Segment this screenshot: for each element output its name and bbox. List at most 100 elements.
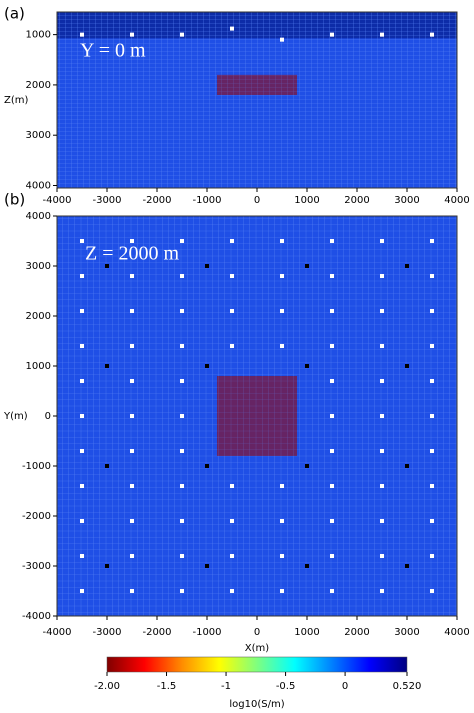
receiver (105, 364, 109, 368)
receiver (380, 554, 384, 558)
receiver (180, 484, 184, 488)
anomaly-mesh (217, 376, 297, 456)
colorbar-tick-label: 0 (342, 681, 348, 692)
receiver (430, 239, 434, 243)
x-axis-label: X(m) (245, 643, 269, 654)
receiver (330, 449, 334, 453)
receiver (330, 589, 334, 593)
receiver (430, 554, 434, 558)
receiver (430, 519, 434, 523)
receiver (280, 589, 284, 593)
receiver (80, 414, 84, 418)
y-tick-label: 3000 (26, 261, 51, 272)
receiver (405, 364, 409, 368)
receiver (330, 309, 334, 313)
receiver (130, 554, 134, 558)
receiver (430, 379, 434, 383)
x-tick-label: -3000 (92, 195, 121, 206)
panel-label: (b) (4, 191, 25, 209)
receiver (130, 414, 134, 418)
receiver (280, 239, 284, 243)
receiver (230, 274, 234, 278)
receiver (180, 554, 184, 558)
x-tick-label: 4000 (444, 627, 469, 638)
x-tick-label: -4000 (42, 195, 71, 206)
receiver (430, 32, 434, 37)
receiver (330, 274, 334, 278)
receiver (280, 554, 284, 558)
receiver (430, 589, 434, 593)
receiver (430, 449, 434, 453)
receiver (130, 379, 134, 383)
colorbar-tick-label: 0.520 (393, 681, 422, 692)
receiver (430, 484, 434, 488)
receiver (330, 379, 334, 383)
receiver (130, 274, 134, 278)
colorbar-label: log10(S/m) (229, 699, 284, 710)
y-tick-label: 1000 (26, 361, 51, 372)
annotation: Z = 2000 m (85, 243, 179, 265)
x-tick-label: 1000 (294, 195, 319, 206)
receiver (180, 32, 184, 37)
receiver (180, 414, 184, 418)
receiver (380, 344, 384, 348)
receiver (230, 309, 234, 313)
y-tick-label: -1000 (22, 461, 51, 472)
receiver (205, 464, 209, 468)
y-tick-label: -4000 (22, 611, 51, 622)
receiver (430, 414, 434, 418)
receiver (230, 484, 234, 488)
receiver (130, 449, 134, 453)
receiver (405, 464, 409, 468)
receiver (130, 32, 134, 37)
receiver (380, 309, 384, 313)
receiver (430, 344, 434, 348)
receiver (305, 364, 309, 368)
y-axis-label: Y(m) (3, 411, 28, 422)
receiver (105, 564, 109, 568)
receiver (380, 449, 384, 453)
receiver (130, 309, 134, 313)
receiver (380, 589, 384, 593)
receiver (80, 344, 84, 348)
y-tick-label: 1000 (26, 30, 51, 41)
y-tick-label: 3000 (26, 130, 51, 141)
receiver (130, 239, 134, 243)
y-tick-label: 2000 (26, 311, 51, 322)
x-tick-label: 4000 (444, 195, 469, 206)
receiver (180, 344, 184, 348)
receiver (280, 519, 284, 523)
receiver (230, 519, 234, 523)
y-axis-label: Z(m) (4, 95, 28, 106)
receiver (205, 364, 209, 368)
x-tick-label: 0 (254, 195, 260, 206)
receiver (130, 484, 134, 488)
anomaly-mesh (217, 74, 297, 95)
receiver (280, 274, 284, 278)
receiver (280, 37, 284, 42)
receiver (305, 264, 309, 268)
receiver (405, 264, 409, 268)
receiver (230, 589, 234, 593)
receiver (280, 344, 284, 348)
receiver (80, 449, 84, 453)
receiver (80, 309, 84, 313)
receiver (380, 32, 384, 37)
receiver (180, 239, 184, 243)
x-tick-label: -2000 (142, 195, 171, 206)
x-tick-label: 3000 (394, 195, 419, 206)
receiver (205, 264, 209, 268)
receiver (380, 484, 384, 488)
receiver (130, 344, 134, 348)
receiver (330, 32, 334, 37)
x-tick-label: 0 (254, 627, 260, 638)
receiver (80, 519, 84, 523)
receiver (280, 309, 284, 313)
receiver (130, 589, 134, 593)
receiver (330, 554, 334, 558)
receiver (180, 309, 184, 313)
receiver (180, 379, 184, 383)
y-tick-label: 4000 (26, 211, 51, 222)
receiver (380, 239, 384, 243)
